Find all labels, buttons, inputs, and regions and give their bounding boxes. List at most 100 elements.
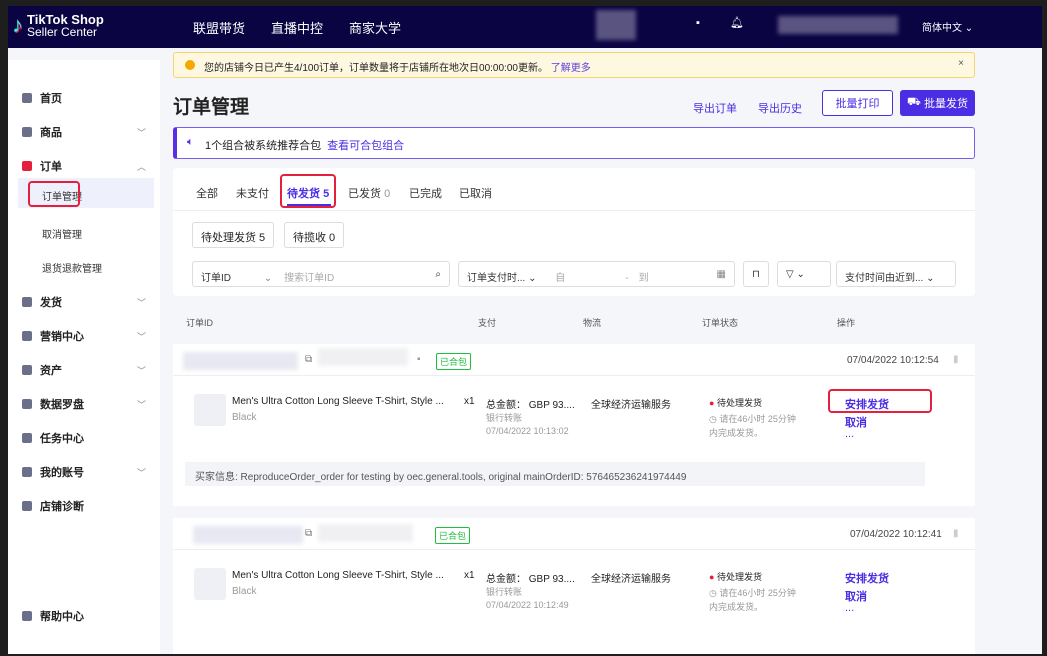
ship-deadline: ◷ 请在46小时 25分钟内完成发货。 xyxy=(709,588,796,612)
arrange-shipment-button[interactable]: 安排发货 xyxy=(845,399,889,411)
message-icon[interactable]: ▪ xyxy=(696,17,700,29)
chart-icon xyxy=(22,399,32,409)
language-select[interactable]: 简体中文 ⌄ xyxy=(922,23,974,34)
ship-deadline: ◷ 请在46小时 25分钟内完成发货。 xyxy=(709,414,796,438)
bookmark-button[interactable]: ⊓ xyxy=(743,261,769,287)
product-image[interactable] xyxy=(194,568,226,600)
sidebar-item-marketing[interactable]: 营销中心 ﹀ xyxy=(22,328,146,344)
sidebar-item-diagnosis[interactable]: 店铺诊断 xyxy=(22,498,146,514)
search-input[interactable]: 搜索订单ID xyxy=(284,273,335,284)
search-icon[interactable]: ⌕ xyxy=(435,269,441,280)
product-variant: Black xyxy=(232,412,257,423)
tab-shipped[interactable]: 已发货 0 xyxy=(348,188,391,200)
id-select[interactable]: 订单ID xyxy=(201,273,231,284)
tab-to-ship[interactable]: 待发货 5 xyxy=(287,188,330,200)
bookmark-icon[interactable]: ▮ xyxy=(953,354,959,365)
sidebar-item-home[interactable]: 首页 xyxy=(22,90,146,106)
bell-icon[interactable]: 🔔︎ xyxy=(730,17,744,29)
cancel-button[interactable]: 取消 xyxy=(845,417,867,429)
bookmark-icon[interactable]: ▮ xyxy=(953,528,959,539)
payment-method: 银行转账 xyxy=(486,587,523,597)
redacted-order-id xyxy=(193,526,303,544)
sidebar-item-shipping[interactable]: 发货 ﹀ xyxy=(22,294,146,310)
col-status: 订单状态 xyxy=(702,318,739,328)
sidebar-sub-returns[interactable]: 退货退款管理 xyxy=(42,264,102,275)
export-history-link[interactable]: 导出历史 xyxy=(758,103,802,115)
redacted xyxy=(596,10,636,40)
col-order-id: 订单ID xyxy=(186,318,214,328)
filter-panel: 全部 未支付 待发货 5 已发货 0 已完成 已取消 待处理发货 5 待揽收 0… xyxy=(173,168,975,296)
total-amount: 总金额： GBP 93.... xyxy=(486,574,575,585)
tab-completed[interactable]: 已完成 xyxy=(409,188,442,200)
close-icon[interactable]: × xyxy=(958,58,964,69)
tab-unpaid[interactable]: 未支付 xyxy=(236,188,269,200)
redacted-account xyxy=(778,16,898,34)
logo[interactable]: ♪ TikTok Shop Seller Center xyxy=(12,12,104,38)
export-orders-link[interactable]: 导出订单 xyxy=(693,103,737,115)
more-button[interactable]: ... xyxy=(845,602,855,614)
subtab-pending[interactable]: 待处理发货 5 xyxy=(192,222,275,248)
nav-affiliate[interactable]: 联盟带货 xyxy=(193,21,246,36)
total-amount: 总金额： GBP 93.... xyxy=(486,400,575,411)
product-image[interactable] xyxy=(194,394,226,426)
warning-icon xyxy=(185,60,195,70)
view-merge-link[interactable]: 查看可合包组合 xyxy=(327,140,405,152)
page-title: 订单管理 xyxy=(173,97,250,118)
tab-cancelled[interactable]: 已取消 xyxy=(459,188,492,200)
merged-tag: 已合包 xyxy=(435,527,471,544)
payment-time: 07/04/2022 10:12:49 xyxy=(486,600,569,610)
col-payment: 支付 xyxy=(478,318,497,328)
product-name[interactable]: Men's Ultra Cotton Long Sleeve T-Shirt, … xyxy=(232,396,444,407)
col-logistics: 物流 xyxy=(583,318,602,328)
task-icon xyxy=(22,433,32,443)
learn-more-link[interactable]: 了解更多 xyxy=(550,63,591,74)
product-icon xyxy=(22,127,32,137)
order-search[interactable]: 订单ID ⌄ 搜索订单ID ⌕ xyxy=(192,261,450,287)
product-name[interactable]: Men's Ultra Cotton Long Sleeve T-Shirt, … xyxy=(232,570,444,581)
bookmark-icon: ⊓ xyxy=(752,269,760,280)
batch-ship-button[interactable]: ⛟ 批量发货 xyxy=(900,90,975,116)
truck-icon xyxy=(22,297,32,307)
sidebar-item-data[interactable]: 数据罗盘 ﹀ xyxy=(22,396,146,412)
order-card: ⧉ ▪ 已合包 07/04/2022 10:12:54 ▮ Men's Ultr… xyxy=(173,344,975,506)
calendar-icon: ▦ xyxy=(716,269,726,280)
message-icon[interactable]: ▪ xyxy=(417,354,421,365)
more-button[interactable]: ... xyxy=(845,428,855,440)
highlight-box xyxy=(280,174,336,208)
sidebar-item-account[interactable]: 我的账号 ﹀ xyxy=(22,464,146,480)
redacted-order-id xyxy=(183,352,298,370)
sidebar-sub-cancel[interactable]: 取消管理 xyxy=(42,230,82,241)
sort-select[interactable]: 支付时间由近到... ⌄ xyxy=(836,261,956,287)
sidebar-item-help[interactable]: 帮助中心 xyxy=(22,608,146,624)
chevron-up-icon: ︿ xyxy=(136,161,146,172)
nav-live[interactable]: 直播中控 xyxy=(271,21,324,36)
redacted xyxy=(318,524,413,542)
sidebar-item-assets[interactable]: 资产 ﹀ xyxy=(22,362,146,378)
copy-icon[interactable]: ⧉ xyxy=(305,528,313,539)
logo-text: TikTok Shop xyxy=(27,11,104,27)
copy-icon[interactable]: ⧉ xyxy=(305,354,313,365)
payment-time: 07/04/2022 10:13:02 xyxy=(486,426,569,436)
sidebar-item-tasks[interactable]: 任务中心 xyxy=(22,430,146,446)
help-icon xyxy=(22,611,32,621)
sidebar-sub-order-management[interactable]: 订单管理 xyxy=(18,178,154,208)
subtab-pickup[interactable]: 待揽收 0 xyxy=(284,222,345,248)
wallet-icon xyxy=(22,365,32,375)
user-icon xyxy=(22,467,32,477)
app-window: ♪ TikTok Shop Seller Center 联盟带货 直播中控 商家大学… xyxy=(8,6,1042,654)
sidebar-item-products[interactable]: 商品 ﹀ xyxy=(22,124,146,140)
megaphone-icon xyxy=(22,331,32,341)
tab-all[interactable]: 全部 xyxy=(196,188,218,200)
order-card: ⧉ 已合包 07/04/2022 10:12:41 ▮ Men's Ultra … xyxy=(173,518,975,654)
cancel-button[interactable]: 取消 xyxy=(845,591,867,603)
filter-button[interactable]: ▽ ⌄ xyxy=(777,261,831,287)
nav-university[interactable]: 商家大学 xyxy=(349,21,402,36)
date-range[interactable]: 订单支付时... ⌄ 自 - 到 ▦ xyxy=(458,261,735,287)
col-action: 操作 xyxy=(837,318,856,328)
merge-tip: 🔈︎ 1个组合被系统推荐合包 查看可合包组合 xyxy=(173,127,975,159)
arrange-shipment-button[interactable]: 安排发货 xyxy=(845,573,889,585)
quantity: x1 xyxy=(464,570,475,581)
order-limit-banner: 您的店铺今日已产生4/100订单，订单数量将于店铺所在地次日00:00:00更新… xyxy=(173,52,975,78)
batch-print-button[interactable]: 批量打印 xyxy=(822,90,893,116)
sidebar-item-orders[interactable]: 订单 ︿ xyxy=(22,158,146,174)
